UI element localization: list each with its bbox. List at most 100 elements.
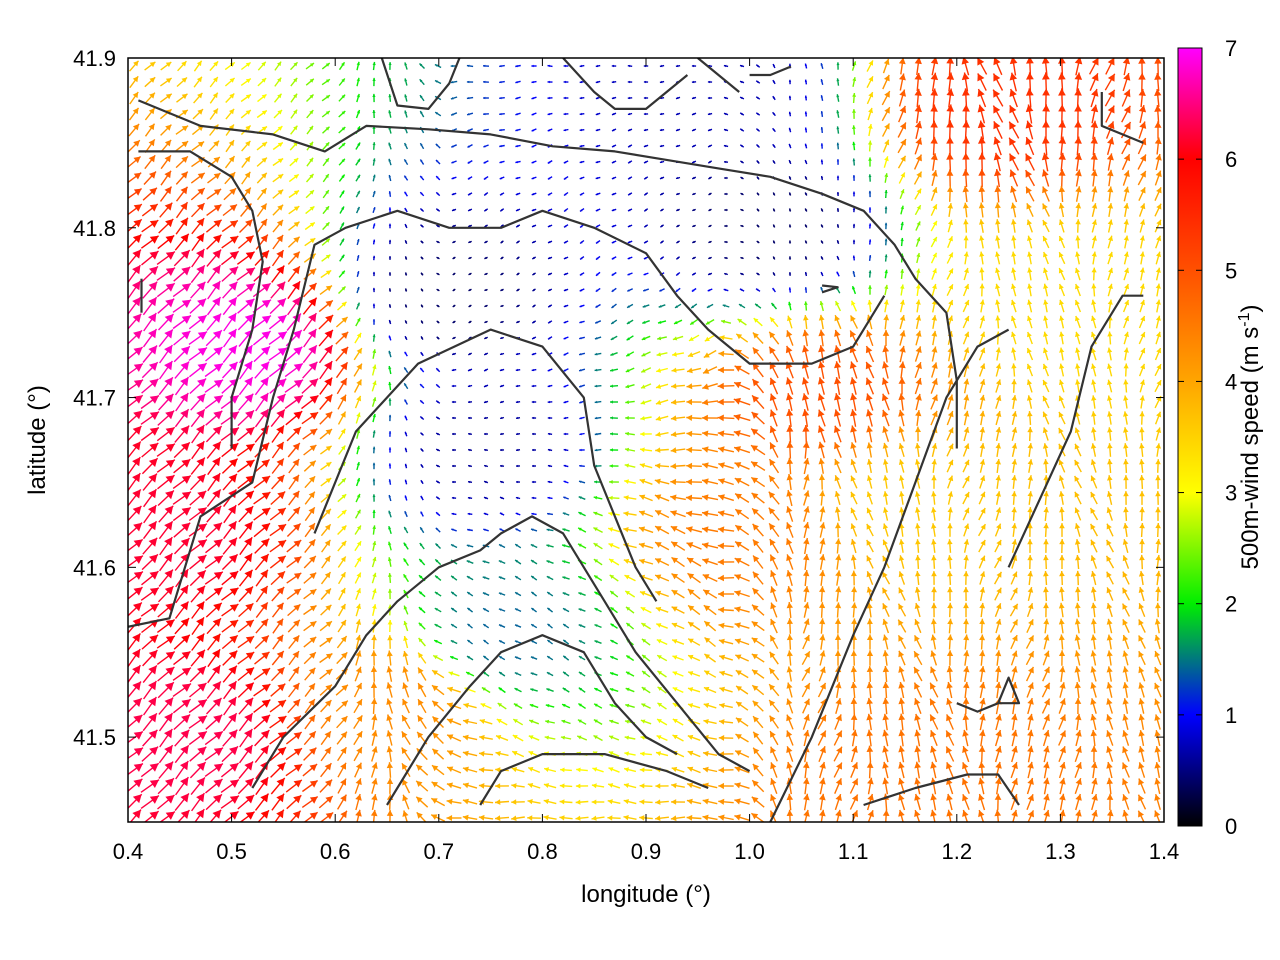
wind-vector-head (325, 142, 330, 147)
wind-vector-head (805, 208, 808, 211)
wind-vector-head (196, 60, 202, 67)
wind-vector-head (261, 94, 267, 99)
wind-vector (1154, 105, 1162, 123)
wind-vector (788, 79, 792, 85)
wind-vector (563, 207, 569, 213)
wind-vector-head (852, 125, 856, 129)
wind-vector-head (547, 193, 551, 196)
wind-vector (209, 60, 219, 72)
wind-vector-head (805, 224, 808, 227)
wind-vector-head (977, 104, 986, 113)
wind-vector-head (228, 156, 235, 163)
wind-vector (1154, 58, 1162, 76)
wind-vector-head (434, 64, 438, 67)
wind-vector (272, 219, 284, 233)
wind-vector-head (852, 223, 856, 227)
wind-vector (611, 96, 617, 100)
wind-vector-head (1123, 138, 1131, 146)
wind-vector-head (884, 107, 890, 114)
wind-vector (836, 78, 840, 86)
wind-vector (691, 64, 697, 68)
wind-vector-head (644, 177, 647, 180)
wind-vector-head (914, 58, 922, 65)
wind-vector-head (419, 63, 423, 67)
wind-vector (467, 208, 473, 212)
wind-vector (274, 77, 282, 87)
wind-vector (579, 128, 585, 132)
wind-vector (993, 121, 1003, 139)
wind-vector-head (724, 176, 727, 180)
wind-vector-head (181, 141, 189, 148)
wind-vector (388, 110, 392, 118)
wind-vector (128, 172, 142, 184)
wind-vector-head (868, 190, 872, 194)
wind-vector-head (740, 209, 743, 212)
wind-vector (223, 187, 237, 201)
wind-vector (222, 203, 238, 217)
wind-vector-head (1074, 72, 1083, 80)
wind-vector-head (467, 177, 471, 180)
wind-vector-head (1058, 136, 1067, 144)
wind-vector (897, 138, 907, 154)
wind-vector-head (595, 144, 599, 148)
wind-vector (1121, 89, 1131, 107)
wind-vector (868, 223, 872, 229)
wind-vector-head (804, 95, 808, 98)
wind-vector-head (500, 209, 503, 212)
wind-vector (1010, 202, 1017, 218)
wind-vector-head (977, 120, 986, 129)
wind-vector-head (277, 189, 284, 195)
wind-vector-head (993, 136, 1001, 145)
wind-vector-head (212, 92, 218, 99)
wind-vector (595, 208, 601, 212)
wind-vector-head (547, 96, 550, 100)
wind-vector-head (708, 128, 711, 132)
wind-vector (898, 58, 906, 75)
wind-vector-head (149, 61, 156, 68)
wind-vector-head (1154, 105, 1162, 112)
wind-vector (563, 96, 569, 100)
wind-vector (339, 206, 345, 214)
wind-vector-head (580, 225, 583, 228)
wind-vector-head (676, 96, 679, 100)
wind-vector (977, 104, 986, 124)
wind-vector (128, 218, 143, 233)
wind-vector (190, 187, 206, 201)
wind-vector-head (978, 136, 986, 144)
wind-vector (128, 203, 143, 216)
wind-vector (209, 108, 219, 120)
wind-vector (451, 224, 457, 228)
wind-vector (1058, 88, 1066, 108)
wind-vector-head (499, 161, 502, 164)
wind-vector-head (180, 217, 188, 227)
wind-vector (515, 96, 521, 100)
wind-vector-head (132, 92, 139, 99)
wind-vector-head (820, 79, 823, 82)
wind-vector-head (309, 78, 314, 83)
wind-vector-head (499, 80, 502, 84)
wind-vector-head (245, 94, 251, 99)
wind-vector (256, 218, 268, 234)
wind-vector (914, 188, 922, 200)
wind-vector-head (836, 224, 840, 227)
wind-vector (1107, 202, 1114, 218)
wind-vector-head (804, 79, 808, 82)
wind-vector (595, 176, 601, 180)
wind-vector (756, 176, 760, 180)
wind-vector (306, 109, 314, 119)
wind-vector-head (788, 79, 792, 82)
wind-vector-head (197, 109, 203, 115)
wind-vector (868, 207, 872, 213)
wind-vector-head (293, 190, 299, 196)
wind-vector (403, 158, 409, 166)
wind-vector (175, 155, 189, 169)
wind-vector (372, 158, 376, 166)
wind-vector (355, 158, 361, 166)
wind-vector-head (820, 111, 824, 114)
wind-vector (852, 77, 857, 87)
wind-vector-head (788, 127, 792, 131)
wind-vector-head (466, 96, 470, 100)
wind-vector-head (357, 126, 360, 130)
wind-vector-head (197, 92, 203, 99)
wind-vector-head (373, 207, 376, 210)
